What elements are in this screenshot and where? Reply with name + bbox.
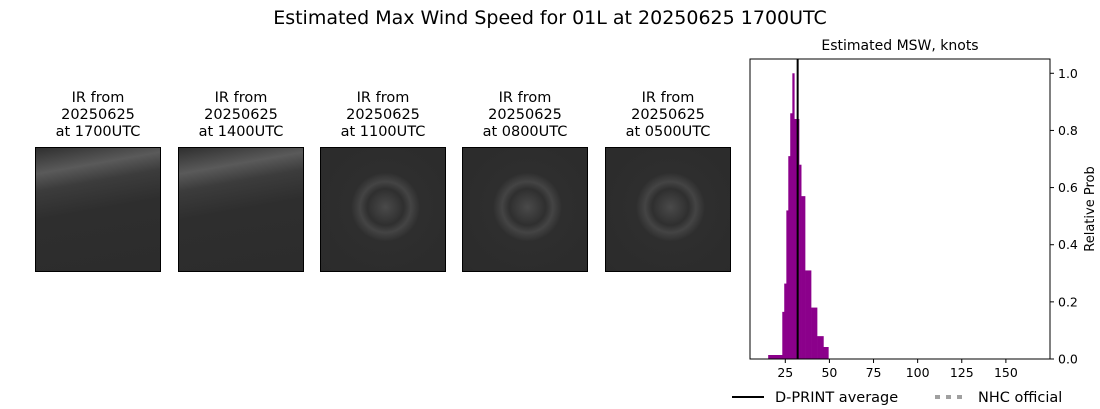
caption-line: 20250625 [488, 107, 562, 123]
thumbnail-caption: IR from 20250625 at 1100UTC [320, 90, 446, 141]
y-axis-label: Relative Prob [1083, 166, 1098, 251]
caption-line: 20250625 [346, 107, 420, 123]
histogram-bar [799, 164, 802, 359]
y-tick-label: 0.4 [1058, 237, 1078, 252]
caption-line: 20250625 [631, 107, 705, 123]
figure-title: Estimated Max Wind Speed for 01L at 2025… [273, 7, 827, 29]
x-tick-label: 25 [777, 365, 793, 380]
histogram-bar [786, 210, 789, 359]
x-tick-label: 50 [821, 365, 837, 380]
histogram-bar [782, 311, 785, 359]
caption-line: IR from [71, 90, 125, 106]
thumbnail-caption: IR from 20250625 at 1700UTC [35, 90, 161, 141]
histogram-bar [768, 355, 783, 359]
caption-line: IR from [356, 90, 410, 106]
ir-satellite-image [320, 147, 446, 272]
thumbnail-caption: IR from 20250625 at 0800UTC [462, 90, 588, 141]
histogram-bar [790, 113, 793, 360]
legend-dprint-label: D-PRINT average [775, 390, 898, 406]
caption-line: at 1400UTC [198, 124, 284, 140]
y-tick-label: 0.8 [1058, 123, 1078, 138]
caption-line: 20250625 [61, 107, 135, 123]
histogram-bar [801, 196, 806, 359]
caption-line: IR from [498, 90, 552, 106]
caption-line: IR from [214, 90, 268, 106]
x-tick-label: 125 [950, 365, 974, 380]
caption-line: at 1100UTC [340, 124, 426, 140]
histogram-bar [823, 347, 829, 359]
ir-satellite-image [35, 147, 161, 272]
caption-line: at 0800UTC [482, 124, 568, 140]
thumbnail-caption: IR from 20250625 at 1400UTC [178, 90, 304, 141]
histogram-bar [817, 336, 824, 359]
caption-line: 20250625 [204, 107, 278, 123]
y-tick-label: 0.0 [1058, 352, 1078, 367]
x-tick-label: 150 [994, 365, 1018, 380]
y-tick-label: 0.6 [1058, 180, 1078, 195]
chart-title: Estimated MSW, knots [821, 38, 978, 54]
histogram-bar [788, 156, 791, 359]
ir-satellite-image [605, 147, 731, 272]
y-tick-label: 1.0 [1058, 66, 1078, 81]
legend-nhc-label: NHC official [978, 390, 1062, 406]
caption-line: at 1700UTC [55, 124, 141, 140]
ir-satellite-image [178, 147, 304, 272]
y-tick-label: 0.2 [1058, 294, 1078, 309]
histogram-bar [811, 307, 818, 359]
caption-line: at 0500UTC [625, 124, 711, 140]
caption-line: IR from [641, 90, 695, 106]
thumbnail-caption: IR from 20250625 at 0500UTC [605, 90, 731, 141]
histogram-bar [805, 270, 812, 359]
ir-satellite-image [462, 147, 588, 272]
histogram-bar [792, 73, 795, 360]
x-tick-label: 75 [866, 365, 882, 380]
plot-frame [749, 58, 1051, 360]
x-tick-label: 100 [906, 365, 930, 380]
histogram-bar [784, 283, 787, 359]
